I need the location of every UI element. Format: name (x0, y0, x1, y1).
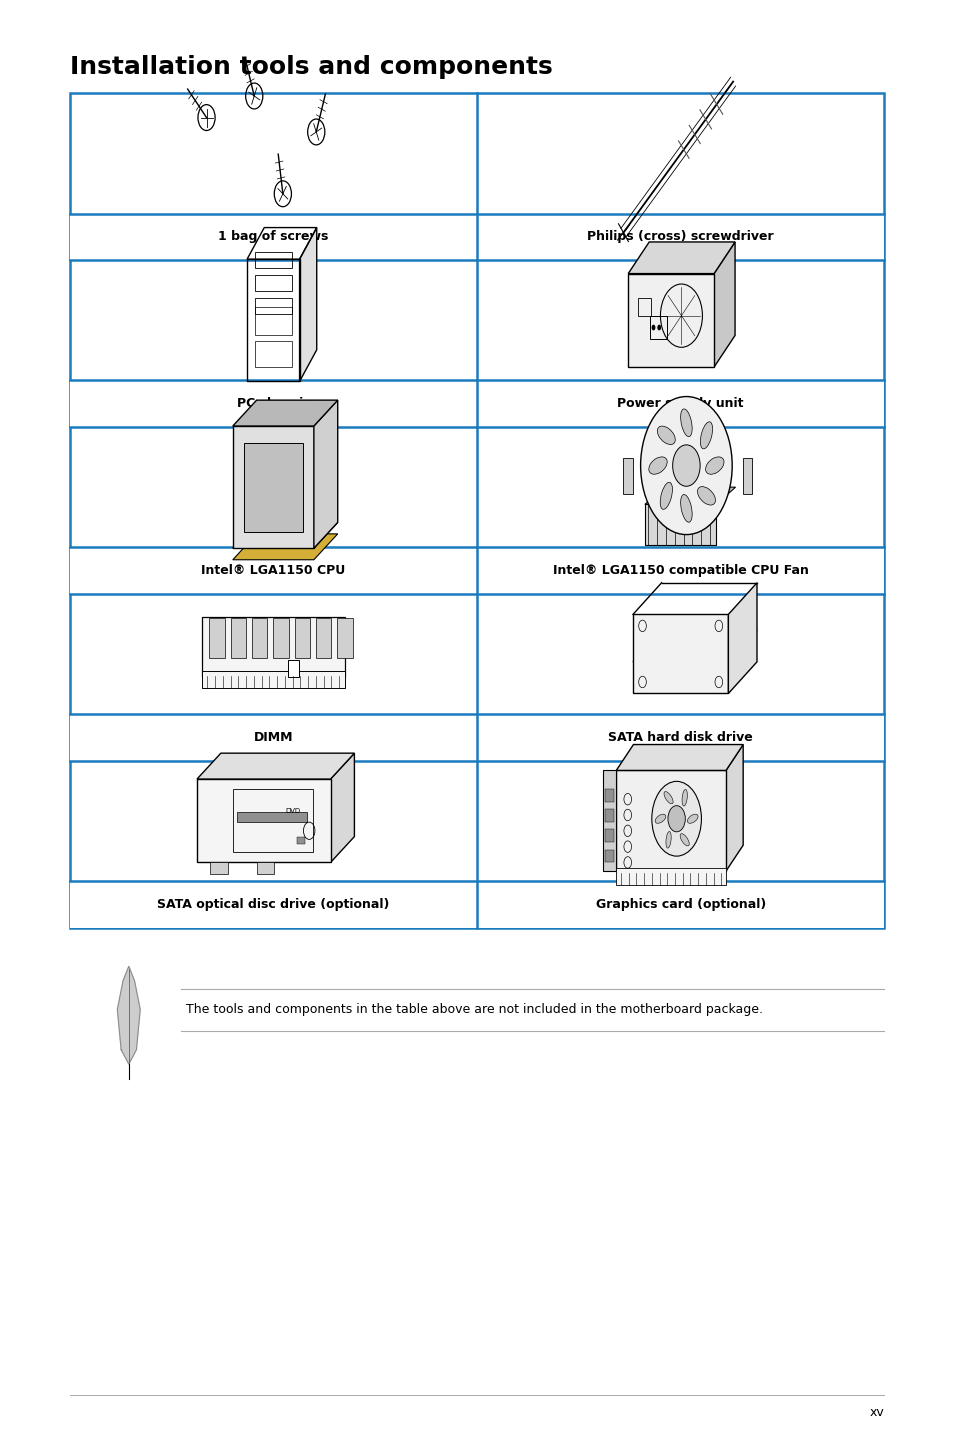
Text: Graphics card (optional): Graphics card (optional) (595, 897, 765, 910)
Polygon shape (233, 522, 337, 548)
Text: Power supply unit: Power supply unit (617, 397, 743, 410)
Bar (604, 789, 614, 802)
Circle shape (657, 325, 660, 331)
Ellipse shape (679, 408, 692, 437)
Bar (644, 505, 716, 545)
Ellipse shape (659, 482, 672, 509)
Bar (604, 830, 614, 843)
Polygon shape (616, 745, 742, 771)
Bar (476, 381, 883, 427)
Bar (247, 259, 299, 381)
Bar (254, 341, 292, 367)
Ellipse shape (687, 814, 698, 824)
Ellipse shape (697, 486, 715, 505)
Bar (337, 618, 353, 659)
Bar (616, 869, 725, 886)
Polygon shape (233, 400, 337, 426)
Bar (622, 459, 632, 495)
Circle shape (651, 781, 700, 856)
Bar (202, 617, 345, 677)
Bar (202, 672, 345, 689)
Text: Intel® LGA1150 compatible CPU Fan: Intel® LGA1150 compatible CPU Fan (552, 564, 808, 577)
Polygon shape (627, 242, 734, 273)
Text: The tools and components in the table above are not included in the motherboard : The tools and components in the table ab… (186, 1002, 762, 1017)
Polygon shape (314, 400, 337, 548)
Polygon shape (197, 754, 355, 779)
Circle shape (667, 805, 684, 831)
Bar (604, 810, 614, 823)
Text: DIMM: DIMM (253, 731, 293, 743)
Bar (244, 443, 303, 532)
Bar (254, 306, 292, 335)
Bar (649, 316, 666, 339)
Bar (294, 618, 310, 659)
Ellipse shape (679, 834, 688, 846)
Bar (254, 276, 292, 292)
Text: Philips (cross) screwdriver: Philips (cross) screwdriver (587, 230, 773, 243)
Ellipse shape (655, 814, 665, 824)
Bar (633, 614, 728, 693)
Bar (476, 548, 883, 594)
Bar (274, 618, 289, 659)
Bar (70, 881, 476, 928)
Ellipse shape (648, 457, 666, 475)
Bar (257, 863, 274, 874)
Bar (233, 789, 313, 853)
Ellipse shape (705, 457, 723, 475)
Polygon shape (713, 242, 734, 367)
Text: xv: xv (869, 1405, 883, 1419)
Text: SATA hard disk drive: SATA hard disk drive (608, 731, 752, 743)
Text: PC chassis: PC chassis (236, 397, 310, 410)
Bar (604, 850, 614, 863)
Bar (476, 881, 883, 928)
Polygon shape (117, 966, 140, 1064)
Text: Installation tools and components: Installation tools and components (70, 55, 552, 79)
Bar (288, 660, 299, 677)
Bar (254, 253, 292, 269)
Bar (70, 381, 476, 427)
Polygon shape (725, 745, 742, 871)
Bar (476, 214, 883, 260)
Polygon shape (330, 754, 355, 863)
Bar (70, 214, 476, 260)
Text: SATA optical disc drive (optional): SATA optical disc drive (optional) (157, 897, 389, 910)
Bar (252, 618, 267, 659)
Bar (210, 863, 228, 874)
Ellipse shape (657, 426, 675, 444)
Polygon shape (633, 630, 757, 661)
Ellipse shape (681, 789, 686, 807)
Bar (70, 548, 476, 594)
Bar (70, 93, 883, 928)
Bar (476, 715, 883, 761)
Circle shape (651, 325, 655, 331)
Polygon shape (299, 227, 316, 381)
Circle shape (672, 444, 700, 486)
Bar (602, 771, 616, 871)
Bar (741, 459, 751, 495)
Bar (254, 299, 292, 315)
Bar (231, 618, 246, 659)
Ellipse shape (700, 421, 712, 449)
Ellipse shape (665, 831, 671, 848)
Bar (210, 618, 225, 659)
Bar (236, 812, 306, 823)
Polygon shape (233, 533, 337, 559)
Ellipse shape (663, 791, 673, 804)
Circle shape (639, 397, 732, 535)
Text: Intel® LGA1150 CPU: Intel® LGA1150 CPU (201, 564, 345, 577)
Polygon shape (644, 487, 735, 505)
Ellipse shape (679, 495, 692, 522)
Bar (197, 779, 331, 863)
Text: 1 bag of screws: 1 bag of screws (218, 230, 328, 243)
Bar (70, 715, 476, 761)
Bar (627, 273, 713, 367)
Polygon shape (233, 426, 314, 548)
Bar (637, 299, 650, 316)
Text: DVD: DVD (285, 808, 300, 814)
Bar (315, 618, 331, 659)
Polygon shape (728, 582, 757, 693)
Bar (616, 771, 725, 871)
Bar (296, 837, 304, 844)
